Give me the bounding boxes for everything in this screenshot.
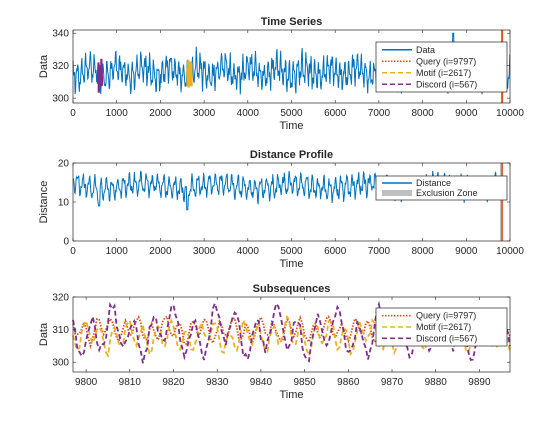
- legend-label-motif-i-2617: Motif (i=2617): [416, 68, 471, 78]
- x-tick-label: 9870: [381, 377, 404, 388]
- series-line-discord-i-567: [72, 300, 511, 364]
- y-tick-label: 300: [52, 94, 69, 105]
- x-tick-label: 3000: [193, 246, 216, 257]
- x-tick-label: 9840: [250, 377, 273, 388]
- legend-label-exclusion-zone: Exclusion Zone: [416, 188, 478, 198]
- x-tick-label: 4000: [237, 108, 260, 119]
- y-axis-label: Distance: [38, 181, 50, 224]
- legend-label-distance: Distance: [416, 178, 451, 188]
- x-tick-label: 0: [70, 108, 76, 119]
- x-tick-label: 1000: [106, 246, 129, 257]
- plot-frame-3: [72, 296, 511, 373]
- series-line-motif-i-2617: [186, 59, 193, 88]
- x-tick-label: 9800: [75, 377, 98, 388]
- x-tick-label: 8000: [411, 108, 434, 119]
- x-tick-label: 7000: [368, 246, 391, 257]
- y-tick-label: 320: [52, 293, 69, 304]
- series-line-discord-i-567: [96, 58, 104, 93]
- x-tick-label: 2000: [149, 246, 172, 257]
- x-tick-label: 9860: [337, 377, 360, 388]
- y-tick-label: 320: [52, 61, 69, 72]
- axes-2: 0 1000 2000 3000 4000 5000 6000 7000 8000 9000 100…: [38, 149, 524, 270]
- x-tick-label: 5000: [280, 246, 303, 257]
- x-tick-label: 9820: [162, 377, 185, 388]
- legend-label-data: Data: [416, 45, 435, 55]
- x-tick-label: 4000: [237, 246, 260, 257]
- x-tick-label: 0: [70, 246, 76, 257]
- chart-title: Subsequences: [253, 283, 331, 295]
- x-tick-label: 9810: [119, 377, 142, 388]
- x-tick-label: 9000: [455, 108, 478, 119]
- x-tick-label: 9890: [468, 377, 491, 388]
- legend-label-query-i-9797: Query (i=9797): [416, 56, 476, 66]
- x-tick-label: 10000: [496, 246, 524, 257]
- series-group-2: [72, 163, 507, 241]
- x-axis-label: Time: [279, 120, 303, 132]
- x-tick-label: 3000: [193, 108, 216, 119]
- legend-label-discord-i-567: Discord (i=567): [416, 333, 477, 343]
- x-tick-label: 9850: [293, 377, 316, 388]
- x-tick-label: 5000: [280, 108, 303, 119]
- axes-3: 9800 9810 9820 9830 9840 9850 9860 9870 9880 9890…: [38, 283, 510, 401]
- x-tick-label: 6000: [324, 108, 347, 119]
- chart-title: Distance Profile: [250, 149, 333, 161]
- y-axis-label: Data: [38, 54, 50, 78]
- x-tick-label: 10000: [496, 108, 524, 119]
- y-tick-label: 20: [58, 159, 70, 170]
- x-tick-label: 9880: [425, 377, 448, 388]
- y-tick-label: 340: [52, 29, 69, 40]
- legend-swatch-exclusion-zone: [382, 190, 412, 196]
- legend-label-discord-i-567: Discord (i=567): [416, 79, 477, 89]
- x-tick-label: 6000: [324, 246, 347, 257]
- y-axis-label: Data: [38, 322, 50, 346]
- x-tick-label: 8000: [411, 246, 434, 257]
- y-tick-label: 10: [58, 198, 70, 209]
- y-tick-label: 310: [52, 325, 69, 336]
- legend-box: [375, 307, 508, 347]
- x-axis-label: Time: [279, 389, 303, 401]
- legend-label-query-i-9797: Query (i=9797): [416, 311, 476, 321]
- axes-1: 0 1000 2000 3000 4000 5000 6000 7000 8000 9000 100…: [38, 16, 524, 132]
- x-tick-label: 2000: [149, 108, 172, 119]
- legend-3: Query (i=9797)Motif (i=2617)Discord (i=5…: [375, 307, 508, 347]
- y-tick-label: 0: [63, 237, 69, 248]
- legend-label-motif-i-2617: Motif (i=2617): [416, 322, 471, 332]
- x-tick-label: 1000: [106, 108, 129, 119]
- chart-title: Time Series: [261, 16, 323, 28]
- x-tick-label: 7000: [368, 108, 391, 119]
- x-tick-label: 9000: [455, 246, 478, 257]
- x-tick-label: 9830: [206, 377, 229, 388]
- x-axis-label: Time: [279, 258, 303, 270]
- y-tick-label: 300: [52, 358, 69, 369]
